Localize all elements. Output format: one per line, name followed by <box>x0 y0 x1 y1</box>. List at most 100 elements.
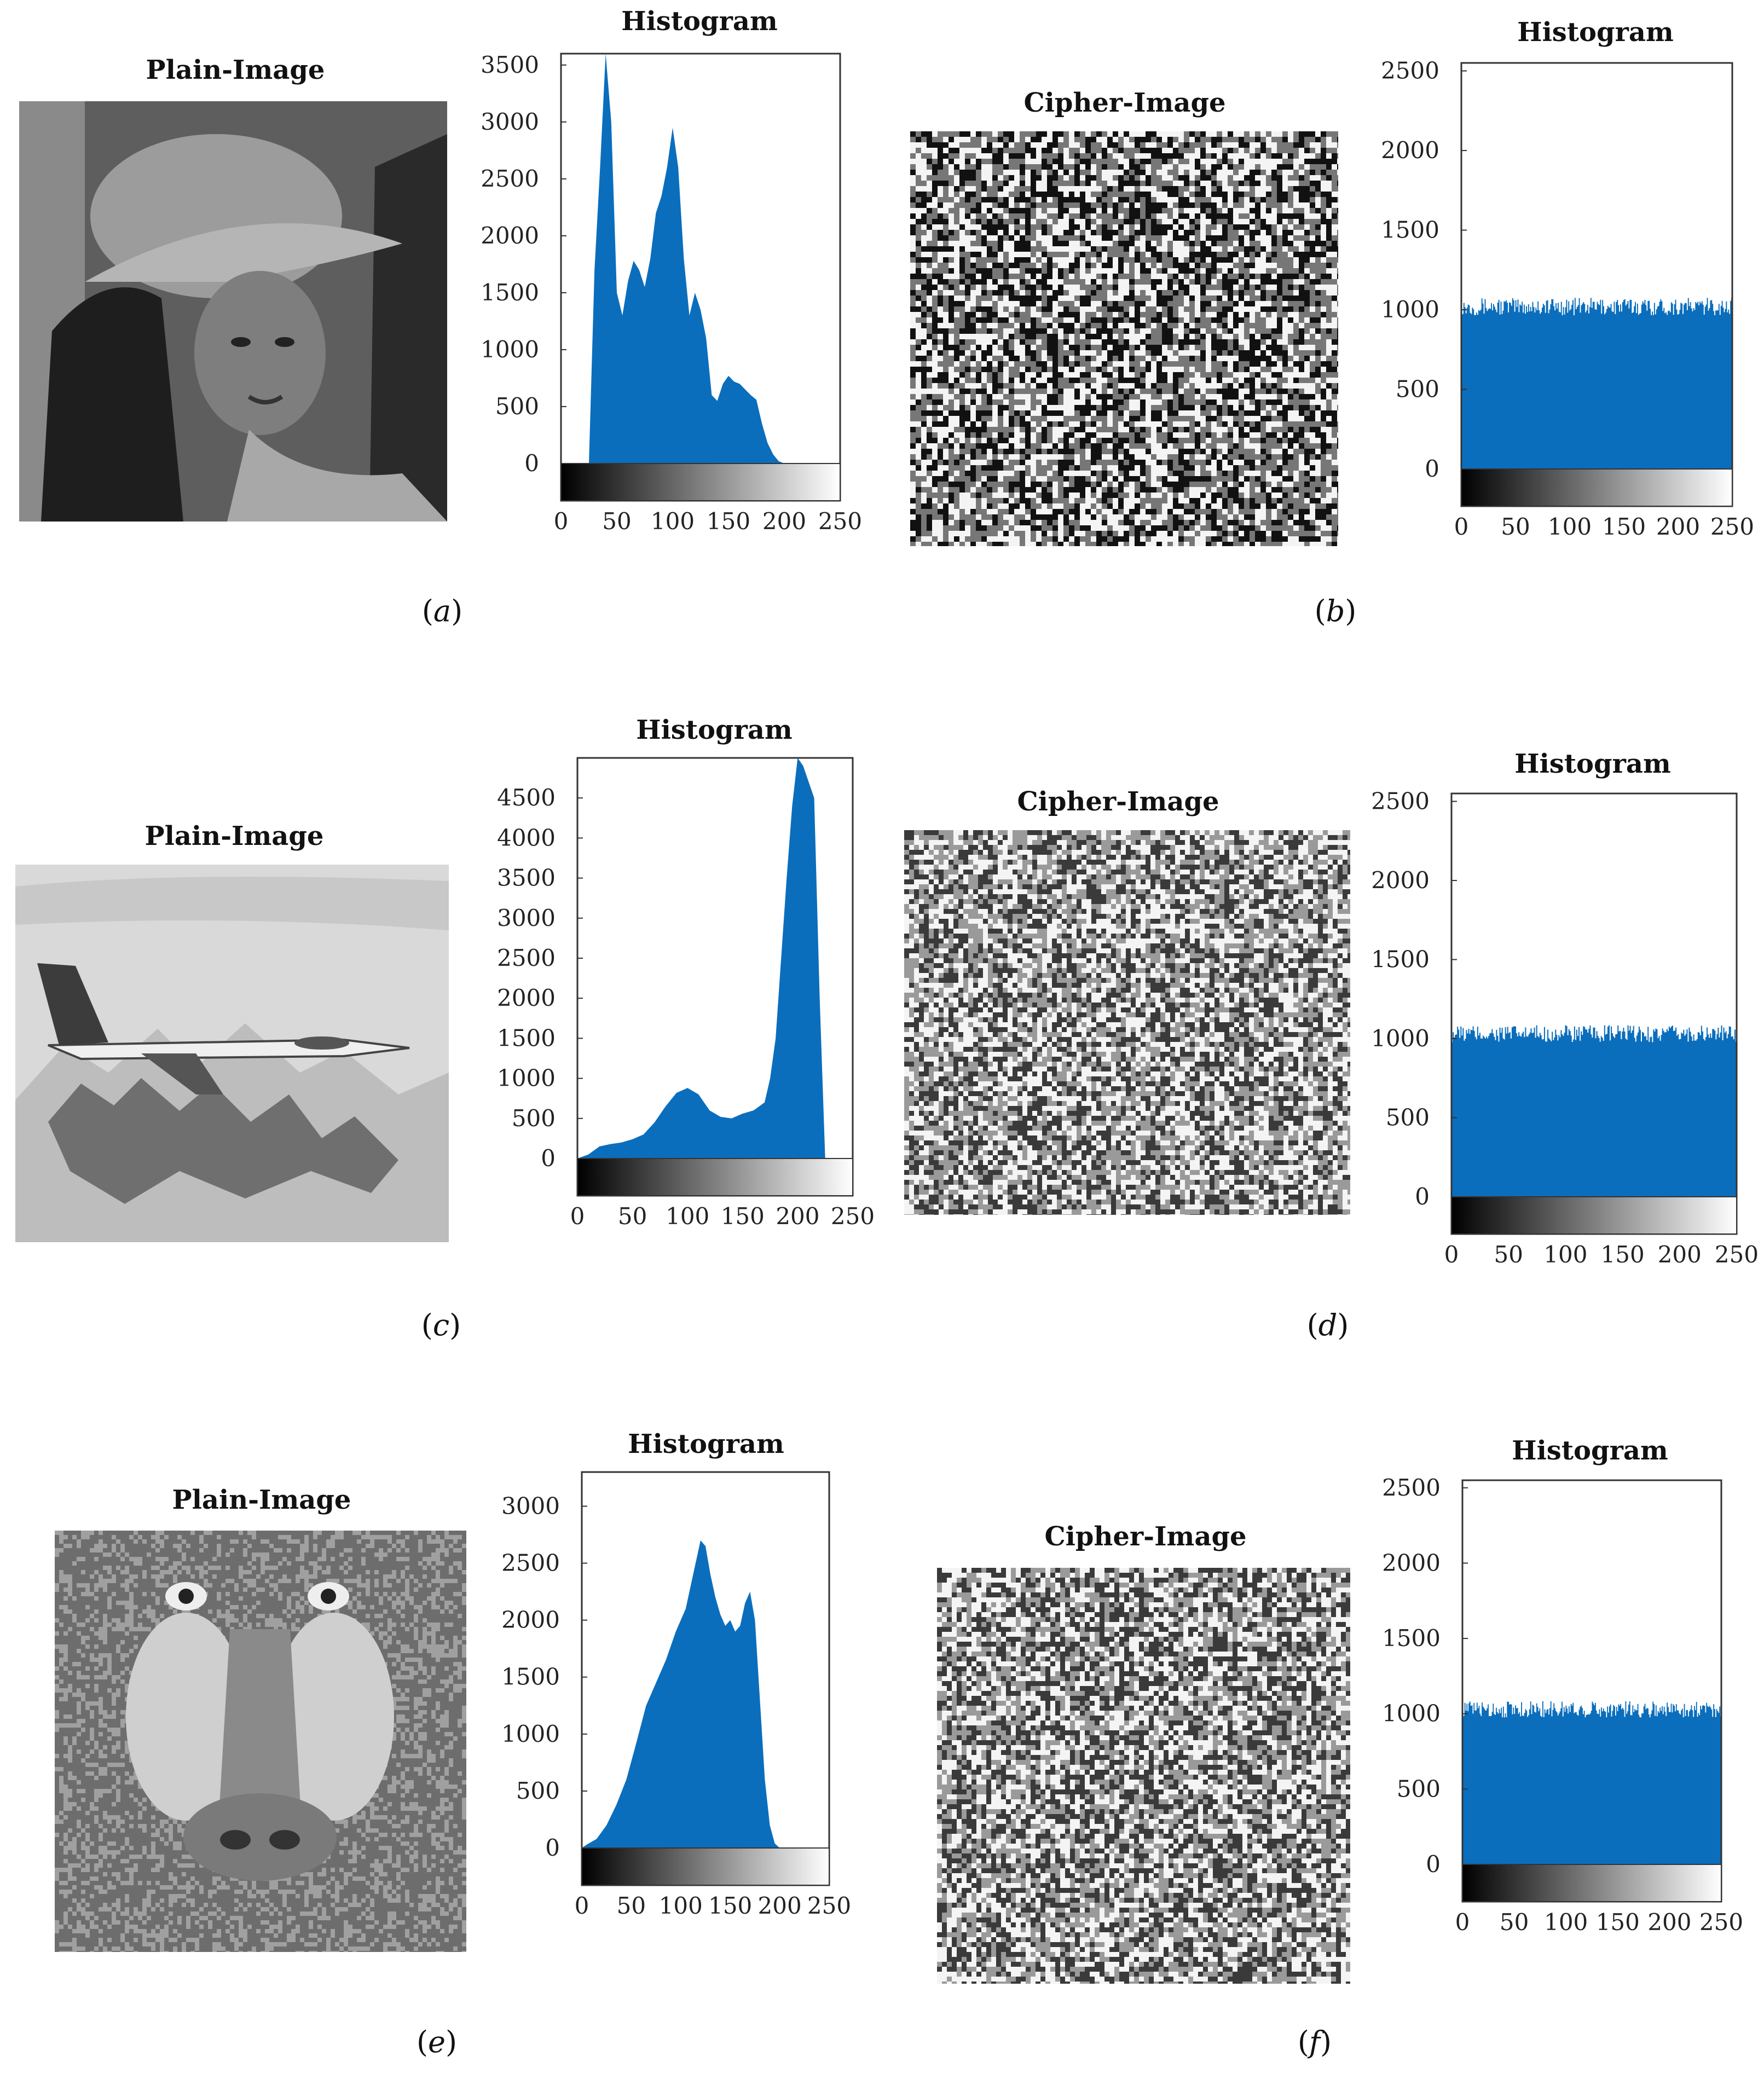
x-tick-label: 200 <box>762 508 806 535</box>
histogram-title: Histogram <box>1514 749 1671 779</box>
x-tick-label: 200 <box>758 1892 802 1919</box>
x-tick-label: 50 <box>602 508 631 535</box>
x-tick-label: 0 <box>575 1892 589 1919</box>
x-tick-label: 150 <box>1601 1241 1645 1268</box>
y-tick-label: 0 <box>541 1145 556 1172</box>
grayscale-colorbar <box>560 463 841 501</box>
y-tick-label: 1500 <box>1381 217 1439 244</box>
x-tick-label: 200 <box>1647 1909 1691 1936</box>
y-tick-label: 2500 <box>497 945 556 971</box>
x-tick-label: 150 <box>707 508 750 535</box>
y-tick-label: 2500 <box>481 165 539 192</box>
y-tick-label: 1000 <box>1371 1025 1430 1052</box>
x-tick-label: 0 <box>1454 513 1469 540</box>
plain-image-airplane <box>15 865 449 1242</box>
panel-label-e: (e) <box>416 2025 458 2059</box>
histogram-area <box>1461 298 1732 469</box>
y-tick-label: 1500 <box>1382 1625 1441 1652</box>
y-tick-label: 2000 <box>481 222 539 249</box>
histogram-area <box>1462 1701 1721 1864</box>
x-tick-label: 100 <box>1548 513 1592 540</box>
y-tick-label: 2500 <box>1371 787 1430 814</box>
x-tick-label: 200 <box>1656 513 1700 540</box>
plain-image-lena <box>19 101 447 522</box>
cipher-image-f <box>937 1568 1350 1984</box>
x-tick-label: 200 <box>776 1203 819 1230</box>
panel-a-title: Plain-Image <box>146 55 325 85</box>
x-tick-label: 0 <box>1444 1241 1459 1268</box>
y-tick-label: 3500 <box>497 865 556 891</box>
y-tick-label: 1000 <box>1381 296 1439 323</box>
y-tick-label: 3000 <box>497 905 556 931</box>
y-tick-label: 500 <box>1396 376 1439 403</box>
x-tick-label: 250 <box>831 1203 875 1230</box>
y-tick-label: 4000 <box>497 824 556 851</box>
panel-label-d: (d) <box>1306 1308 1349 1342</box>
y-tick-label: 500 <box>495 393 539 420</box>
cipher-image-d <box>904 830 1350 1215</box>
y-tick-label: 1000 <box>481 336 539 363</box>
cipher-image-b <box>910 131 1338 546</box>
panel-label-f: (f) <box>1297 2025 1332 2059</box>
x-tick-label: 100 <box>651 508 695 535</box>
x-tick-label: 0 <box>570 1203 585 1230</box>
y-tick-label: 3500 <box>481 51 539 78</box>
x-tick-label: 250 <box>1699 1909 1743 1936</box>
plain-image-baboon <box>55 1531 466 1952</box>
grayscale-colorbar <box>1451 1196 1737 1235</box>
x-tick-label: 150 <box>708 1892 752 1919</box>
y-tick-label: 3000 <box>481 108 539 135</box>
panel-b-title: Cipher-Image <box>1023 88 1226 118</box>
y-tick-label: 2000 <box>1381 137 1439 164</box>
y-tick-label: 1000 <box>501 1720 560 1747</box>
x-tick-label: 100 <box>666 1203 709 1230</box>
y-tick-label: 0 <box>1426 1851 1441 1878</box>
x-tick-label: 0 <box>554 508 569 535</box>
y-tick-label: 1500 <box>481 279 539 306</box>
y-tick-label: 1000 <box>1382 1700 1441 1727</box>
histogram-title: Histogram <box>1517 17 1674 48</box>
panel-d-title: Cipher-Image <box>1017 786 1219 817</box>
grayscale-colorbar <box>577 1158 853 1196</box>
y-tick-label: 1500 <box>1371 946 1430 972</box>
panel-c-title: Plain-Image <box>144 821 324 851</box>
y-tick-label: 0 <box>545 1834 560 1861</box>
x-tick-label: 250 <box>807 1892 851 1919</box>
panel-f-title: Cipher-Image <box>1044 1521 1247 1552</box>
y-tick-label: 500 <box>516 1777 560 1804</box>
histogram-area <box>561 54 840 464</box>
x-tick-label: 100 <box>1543 1241 1587 1268</box>
histogram-area <box>1451 1025 1737 1197</box>
panel-label-a: (a) <box>421 594 463 628</box>
histogram-title: Histogram <box>628 1429 784 1459</box>
y-tick-label: 500 <box>512 1105 556 1132</box>
x-tick-label: 250 <box>1710 513 1754 540</box>
x-tick-label: 50 <box>618 1203 647 1230</box>
grayscale-colorbar <box>581 1847 830 1886</box>
x-tick-label: 250 <box>1715 1241 1759 1268</box>
y-tick-label: 0 <box>1415 1183 1430 1210</box>
y-tick-label: 2000 <box>497 984 556 1011</box>
panel-label-c: (c) <box>421 1308 461 1342</box>
y-tick-label: 2000 <box>1382 1549 1441 1576</box>
x-tick-label: 100 <box>659 1892 703 1919</box>
y-tick-label: 3000 <box>501 1492 560 1519</box>
y-tick-label: 2000 <box>501 1607 560 1633</box>
x-tick-label: 0 <box>1455 1909 1470 1936</box>
histogram-area <box>582 1540 829 1848</box>
x-tick-label: 250 <box>818 508 862 535</box>
y-tick-label: 0 <box>1425 455 1439 482</box>
grayscale-colorbar <box>1462 1864 1722 1902</box>
x-tick-label: 50 <box>1494 1241 1523 1268</box>
y-tick-label: 0 <box>524 450 539 477</box>
histogram-title: Histogram <box>636 715 793 745</box>
y-tick-label: 4500 <box>497 784 556 811</box>
y-tick-label: 500 <box>1386 1104 1430 1131</box>
histogram-title: Histogram <box>621 6 778 37</box>
x-tick-label: 50 <box>617 1892 646 1919</box>
